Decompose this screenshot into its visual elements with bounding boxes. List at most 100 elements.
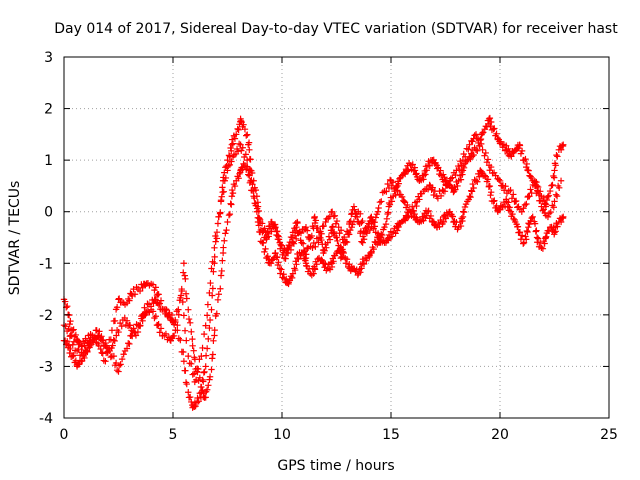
data-point-track-b xyxy=(245,171,252,178)
data-point-track-b xyxy=(219,249,227,257)
data-point-track-b xyxy=(208,355,216,362)
data-point-track-c xyxy=(310,239,318,247)
data-point-track-a xyxy=(497,138,504,146)
data-point-track-b xyxy=(395,223,402,231)
data-point-track-c xyxy=(409,203,416,210)
data-point-track-c xyxy=(86,342,94,349)
data-point-track-c xyxy=(452,171,459,179)
data-point-track-c xyxy=(547,208,554,216)
data-point-track-c xyxy=(322,218,329,226)
data-point-track-b xyxy=(322,260,329,268)
data-point-track-b xyxy=(449,213,457,220)
data-point-track-b xyxy=(552,228,559,235)
data-point-track-a xyxy=(188,328,195,335)
data-point-track-c xyxy=(131,329,138,336)
data-point-track-a xyxy=(183,295,190,302)
data-point-track-b xyxy=(411,213,419,221)
x-tick-label: 25 xyxy=(600,427,618,443)
data-point-track-c xyxy=(250,187,257,195)
data-point-track-c xyxy=(273,231,280,239)
data-point-track-b xyxy=(123,345,131,352)
data-point-track-b xyxy=(357,269,364,276)
data-point-track-a xyxy=(157,297,165,304)
data-point-track-c xyxy=(508,195,516,202)
data-point-track-c xyxy=(297,229,305,237)
data-point-track-b xyxy=(227,200,234,207)
data-point-track-c xyxy=(328,208,336,215)
data-point-track-b xyxy=(228,201,235,208)
data-point-track-c xyxy=(139,312,147,319)
data-point-track-a xyxy=(542,201,550,208)
data-point-track-a xyxy=(100,357,108,364)
data-point-track-c xyxy=(437,192,445,200)
data-point-track-b xyxy=(510,215,517,222)
data-point-track-c xyxy=(353,213,361,221)
data-point-track-c xyxy=(188,360,195,368)
data-point-track-a xyxy=(411,167,419,174)
data-point-track-c xyxy=(460,150,467,158)
x-axis-label: GPS time / hours xyxy=(277,458,394,474)
data-point-track-a xyxy=(328,223,336,231)
data-point-track-c xyxy=(203,312,211,319)
data-point-track-b xyxy=(120,351,127,358)
data-point-track-b xyxy=(481,172,488,179)
data-point-track-c xyxy=(275,236,283,243)
data-point-track-a xyxy=(554,153,561,160)
data-point-track-c xyxy=(192,376,200,384)
data-point-track-c xyxy=(168,311,176,319)
data-point-track-c xyxy=(155,301,163,309)
data-point-track-b xyxy=(528,214,535,222)
data-point-track-c xyxy=(95,332,102,339)
data-point-track-a xyxy=(560,141,567,148)
data-point-track-c xyxy=(271,224,279,232)
data-point-track-a xyxy=(403,168,411,175)
data-point-track-c xyxy=(368,223,375,231)
data-point-track-a xyxy=(386,201,394,208)
data-point-track-c xyxy=(109,342,116,349)
data-point-track-c xyxy=(527,186,534,193)
data-point-track-b xyxy=(466,193,473,200)
data-point-track-c xyxy=(306,234,313,241)
data-point-track-b xyxy=(538,244,545,252)
data-point-track-b xyxy=(264,253,271,260)
data-point-track-a xyxy=(351,206,358,213)
data-point-track-a xyxy=(522,155,529,163)
data-point-track-c xyxy=(391,185,398,193)
data-point-track-b xyxy=(211,332,218,339)
data-point-track-b xyxy=(261,248,268,256)
data-point-track-c xyxy=(553,192,561,200)
data-point-track-c xyxy=(366,226,374,234)
data-point-track-b xyxy=(70,352,77,359)
data-point-track-b xyxy=(115,362,123,369)
data-point-track-b xyxy=(320,260,328,267)
data-point-track-c xyxy=(372,214,379,221)
data-point-track-c xyxy=(247,167,254,174)
data-point-track-a xyxy=(493,130,500,137)
y-tick-label: 3 xyxy=(44,50,53,66)
data-point-track-c xyxy=(196,356,203,363)
data-point-track-c xyxy=(458,162,465,169)
data-point-track-a xyxy=(499,144,507,151)
data-point-track-b xyxy=(505,199,512,206)
data-point-track-b xyxy=(291,266,299,274)
data-point-track-c xyxy=(175,306,182,313)
data-point-track-b xyxy=(182,367,189,374)
data-point-track-b xyxy=(522,233,529,240)
data-point-track-c xyxy=(479,146,486,154)
data-point-track-b xyxy=(311,266,319,273)
data-point-track-a xyxy=(206,324,213,332)
data-point-track-a xyxy=(552,162,559,169)
chart-title: Day 014 of 2017, Sidereal Day-to-day VTE… xyxy=(54,21,618,37)
data-point-track-b xyxy=(554,223,561,230)
data-point-track-b xyxy=(255,222,263,229)
data-point-track-c xyxy=(362,225,369,232)
data-point-track-c xyxy=(80,352,87,360)
data-point-track-b xyxy=(222,230,229,237)
data-point-track-b xyxy=(219,257,226,264)
data-point-track-a xyxy=(66,320,73,328)
data-point-track-c xyxy=(213,228,221,236)
data-point-track-c xyxy=(209,258,216,265)
data-point-track-c xyxy=(473,135,480,142)
data-point-track-b xyxy=(468,188,476,195)
data-point-track-b xyxy=(262,245,269,253)
